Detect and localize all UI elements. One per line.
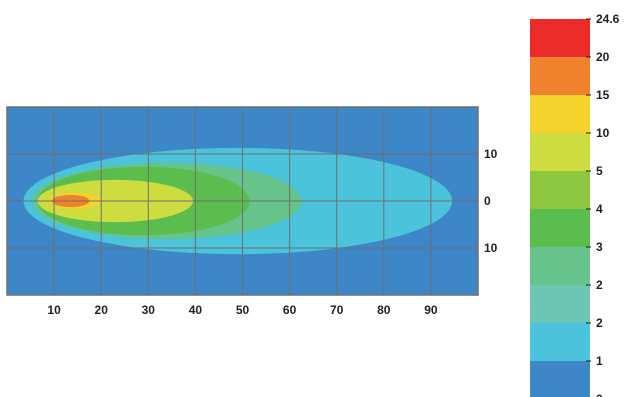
colorbar-label: 0 [596,392,603,397]
x-tick-label: 70 [330,303,344,317]
x-tick-label: 10 [47,303,61,317]
colorbar-label: 20 [596,50,610,64]
x-tick-label: 30 [142,303,156,317]
x-tick-label: 90 [424,303,438,317]
colorbar-label: 2 [596,316,603,330]
x-tick-label: 80 [377,303,391,317]
colorbar-band-4 [530,209,590,247]
x-tick-label: 20 [95,303,109,317]
y-tick-label: 0 [484,194,491,208]
colorbar-label: 24.6 [596,12,620,26]
colorbar-label: 1 [596,354,603,368]
colorbar-label: 5 [596,164,603,178]
colorbar-band-8 [530,57,590,95]
colorbar-band-6 [530,133,590,171]
colorbar-band-9 [530,19,590,57]
colorbar-label: 3 [596,240,603,254]
colorbar-label: 10 [596,126,610,140]
colorbar-band-0 [530,361,590,397]
y-tick-label: 10 [484,241,498,255]
colorbar-band-1 [530,323,590,361]
plot-frame [6,106,479,296]
colorbar-label: 4 [596,202,603,216]
x-tick-label: 60 [283,303,297,317]
colorbar-band-2 [530,285,590,323]
colorbar: 0 1 2 2 3 4 5 10 15 20 24.6 [530,12,620,397]
colorbar-band-3 [530,247,590,285]
colorbar-label: 15 [596,88,610,102]
colorbar-band-7 [530,95,590,133]
y-tick-label: 10 [484,147,498,161]
x-tick-label: 50 [236,303,250,317]
colorbar-band-5 [530,171,590,209]
x-tick-label: 40 [189,303,203,317]
colorbar-label: 2 [596,278,603,292]
